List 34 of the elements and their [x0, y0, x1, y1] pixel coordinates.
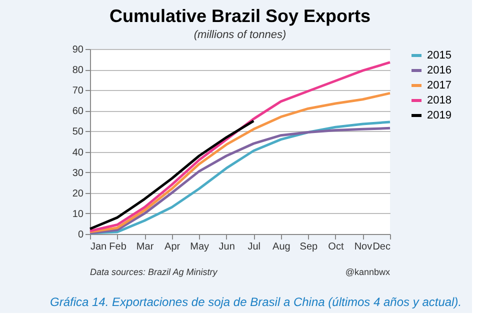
- x-tick-label: Nov: [354, 242, 372, 252]
- x-tick-label: Dec: [372, 242, 390, 252]
- x-tick-label: Jun: [218, 242, 235, 252]
- y-tick-label: 50: [72, 126, 84, 138]
- x-tick-label: Oct: [328, 242, 344, 252]
- y-tick-label: 20: [72, 188, 84, 200]
- x-tick-label: Jan: [90, 242, 107, 252]
- x-tick-label: Sep: [300, 242, 318, 252]
- chart-subtitle: (millions of tonnes): [194, 29, 286, 41]
- legend-label: 2019: [427, 110, 452, 122]
- text: Data sources: Brazil Ag Ministry: [90, 267, 218, 277]
- x-tick-label: Aug: [272, 242, 290, 252]
- y-tick-label: 10: [72, 208, 84, 220]
- legend-label: 2016: [427, 64, 452, 76]
- y-tick-label: 90: [72, 44, 84, 56]
- y-tick-label: 70: [72, 86, 84, 97]
- x-tick-label: Jul: [248, 242, 261, 252]
- y-tick-label: 40: [72, 147, 84, 158]
- y-tick-label: 80: [72, 65, 84, 76]
- x-tick-label: Apr: [164, 242, 181, 252]
- x-tick-label: Feb: [109, 242, 127, 252]
- x-tick-label: May: [190, 242, 210, 252]
- text: Gráfica 14. Exportaciones de soja de Brasil a China (últimos 4 años y actual).: [50, 295, 462, 309]
- y-tick-label: 30: [72, 168, 84, 179]
- x-tick-label: Mar: [136, 242, 154, 252]
- chart-title: Cumulative Brazil Soy Exports: [109, 6, 371, 26]
- legend-label: 2018: [427, 94, 452, 106]
- line-series: [88, 61, 392, 232]
- legend-label: 2017: [427, 80, 452, 92]
- text: @kannbwx: [345, 267, 390, 277]
- legend-label: 2015: [427, 50, 452, 62]
- y-tick-label: 60: [72, 106, 84, 118]
- y-tick-label: 0: [78, 230, 84, 240]
- line-series: [88, 120, 255, 230]
